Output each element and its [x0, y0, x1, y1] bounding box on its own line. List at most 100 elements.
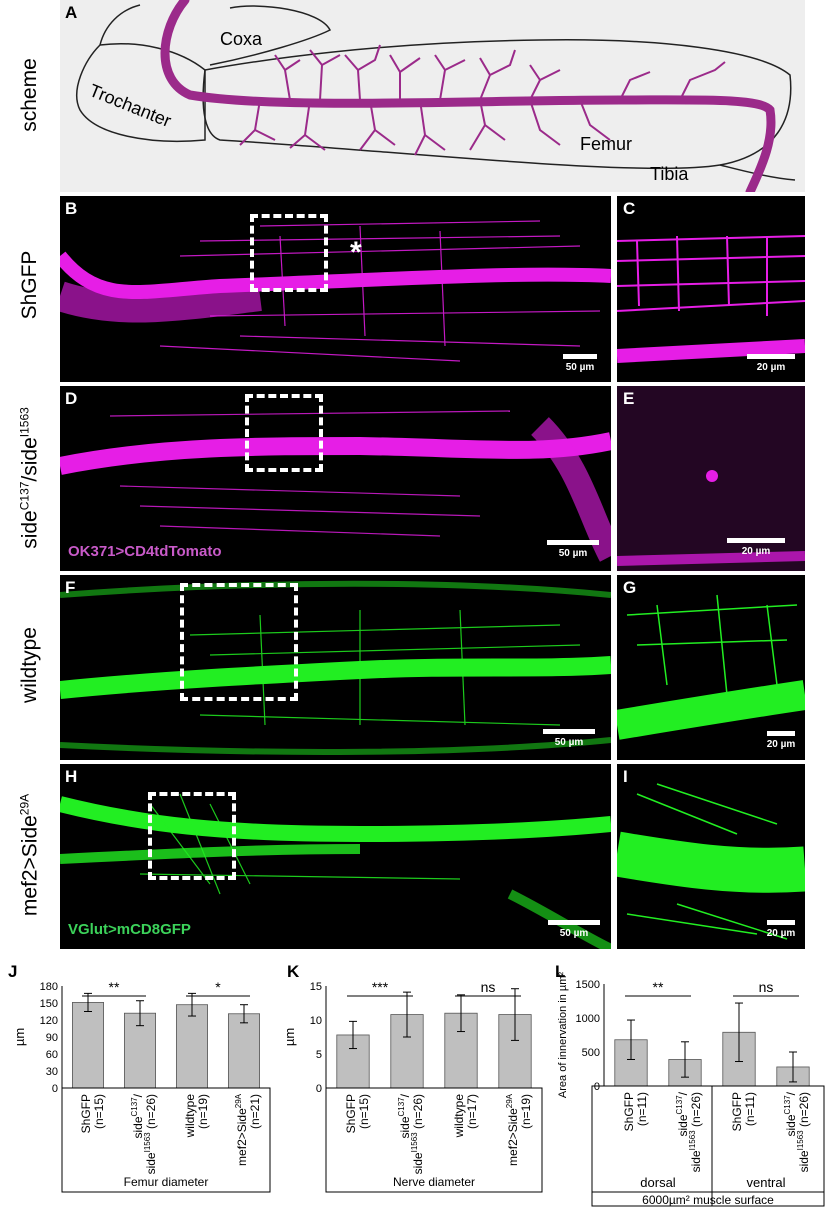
panel-letter-h: H — [65, 767, 78, 786]
side-mid-text: /side — [18, 437, 42, 482]
nerve-image-d — [60, 410, 611, 562]
scalebar-c — [747, 354, 795, 359]
micrograph-i: I 20 µm — [617, 764, 805, 949]
mef2-text: mef2>Side — [18, 815, 42, 917]
category-label-sup: 29A — [234, 1093, 243, 1108]
significance-label: ns — [759, 979, 774, 995]
y-tick-label: 120 — [40, 1015, 58, 1027]
category-label-sup: C137 — [397, 1097, 406, 1117]
y-tick-label: 150 — [40, 998, 58, 1010]
category-label-part: ShGFP — [622, 1092, 636, 1131]
scalebar-label-g: 20 µm — [766, 739, 796, 750]
panel-letter-d: D — [65, 389, 78, 408]
scalebar-label-b: 50 µm — [565, 362, 595, 373]
significance-label: * — [215, 979, 221, 995]
category-label-line2: (n=15) — [92, 1094, 106, 1129]
bar — [227, 1013, 260, 1089]
y-tick-label: 10 — [310, 1015, 322, 1027]
nerve-image-i — [617, 783, 805, 940]
asterisk-marker: * — [350, 236, 362, 269]
scalebar-d — [547, 540, 599, 545]
category-label: ShGFP — [622, 1092, 636, 1131]
nerve-image-f — [60, 580, 611, 755]
micrograph-d: D OK371>CD4tdTomato 50 µm — [60, 386, 611, 571]
category-label-part: side — [131, 1116, 145, 1138]
category-label-line2: (n=17) — [465, 1094, 479, 1129]
scalebar-label-h: 50 µm — [559, 928, 589, 939]
inset-box-h — [148, 792, 236, 880]
significance-label: ns — [481, 979, 496, 995]
row-label-scheme: scheme — [18, 58, 41, 132]
leg-scheme-drawing: Coxa Trochanter Femur Tibia — [76, 0, 796, 197]
micrograph-e: E 20 µm — [617, 386, 805, 571]
category-label-line2: (n=11) — [635, 1092, 649, 1126]
significance-label: ** — [109, 979, 120, 995]
chart-l-innervation-area: Area of innervation in µm² 1500 1000 500 0 Sh… — [557, 972, 825, 1207]
category-label-sup: I1563 — [796, 1130, 805, 1151]
scalebar-label-i: 20 µm — [766, 928, 796, 939]
scalebar-f — [543, 729, 595, 734]
category-label-part: / — [398, 1093, 412, 1097]
x-axis-label: Nerve diameter — [393, 1175, 475, 1189]
category-label-line2: (n=15) — [357, 1094, 371, 1129]
y-tick-label: 90 — [46, 1032, 58, 1044]
category-label-sup: I1563 — [143, 1132, 152, 1153]
category-label-part: side — [398, 1116, 412, 1138]
category-label-sup: I1563 — [688, 1130, 697, 1151]
category-label-sup: C137 — [130, 1097, 139, 1117]
scalebar-b — [563, 354, 597, 359]
panel-letter-b: B — [65, 199, 78, 218]
category-label-part: side — [676, 1114, 690, 1136]
category-label-line2: (n=21) — [248, 1094, 262, 1129]
category-label: sideC137/ — [783, 1091, 798, 1136]
significance-label: ** — [653, 979, 664, 995]
category-label-part: (n=19) — [519, 1094, 533, 1129]
y-tick-label: 0 — [52, 1083, 58, 1095]
panel-letter-g: G — [623, 578, 637, 597]
scalebar-label-f: 50 µm — [554, 737, 584, 748]
y-tick-label: 1000 — [576, 1013, 600, 1025]
category-label-line2: sideI1563 (n=26) — [688, 1092, 703, 1172]
category-label: ShGFP — [79, 1094, 93, 1133]
category-label-part: / — [131, 1093, 145, 1097]
category-label-part: (n=21) — [248, 1094, 262, 1129]
row-label-shgfp: ShGFP — [18, 250, 41, 320]
category-label: mef2>Side29A — [234, 1093, 249, 1166]
category-label: wildtype — [452, 1094, 466, 1139]
category-label: wildtype — [183, 1094, 197, 1139]
panel-letter-e: E — [623, 389, 635, 408]
category-frame — [325, 1087, 543, 1193]
y-tick-label: 0 — [594, 1081, 600, 1093]
category-label: sideC137/ — [130, 1093, 145, 1138]
category-label-line2: (n=19) — [196, 1094, 210, 1129]
micrograph-h: H VGlut>mCD8GFP 50 µm — [60, 764, 611, 949]
category-label-part: (n=26) — [411, 1094, 425, 1132]
category-label-part: mef2>Side — [506, 1108, 520, 1166]
row-label-mef2: mef2>Side29A — [18, 794, 43, 916]
category-label-part: / — [784, 1091, 798, 1095]
scalebar-h — [548, 920, 600, 925]
category-frame — [61, 1087, 271, 1193]
category-label-part: (n=26) — [689, 1092, 703, 1130]
category-label-part: side — [411, 1152, 425, 1174]
bar — [175, 1004, 208, 1089]
inset-box-f — [180, 583, 298, 701]
panel-letter-l: L — [555, 962, 566, 981]
trochanter-label: Trochanter — [87, 80, 175, 131]
panel-letter-f: F — [65, 578, 76, 597]
panel-letter-c: C — [623, 199, 636, 218]
scalebar-g — [767, 731, 795, 736]
scalebar-label-d: 50 µm — [558, 548, 588, 559]
tibia-label: Tibia — [650, 164, 689, 184]
group-label: dorsal — [640, 1175, 676, 1190]
nerve-image-b — [60, 220, 611, 362]
micrograph-f: F 50 µm — [60, 575, 611, 760]
row-label-side-mutant: sideC137/sideI1563 — [18, 407, 43, 549]
category-label-part: wildtype — [452, 1094, 466, 1139]
y-axis-label: µm — [282, 1028, 297, 1046]
side-text: side — [18, 510, 42, 549]
group-label: ventral — [746, 1175, 785, 1190]
category-label-part: (n=19) — [196, 1094, 210, 1129]
category-label-part: ShGFP — [730, 1092, 744, 1131]
